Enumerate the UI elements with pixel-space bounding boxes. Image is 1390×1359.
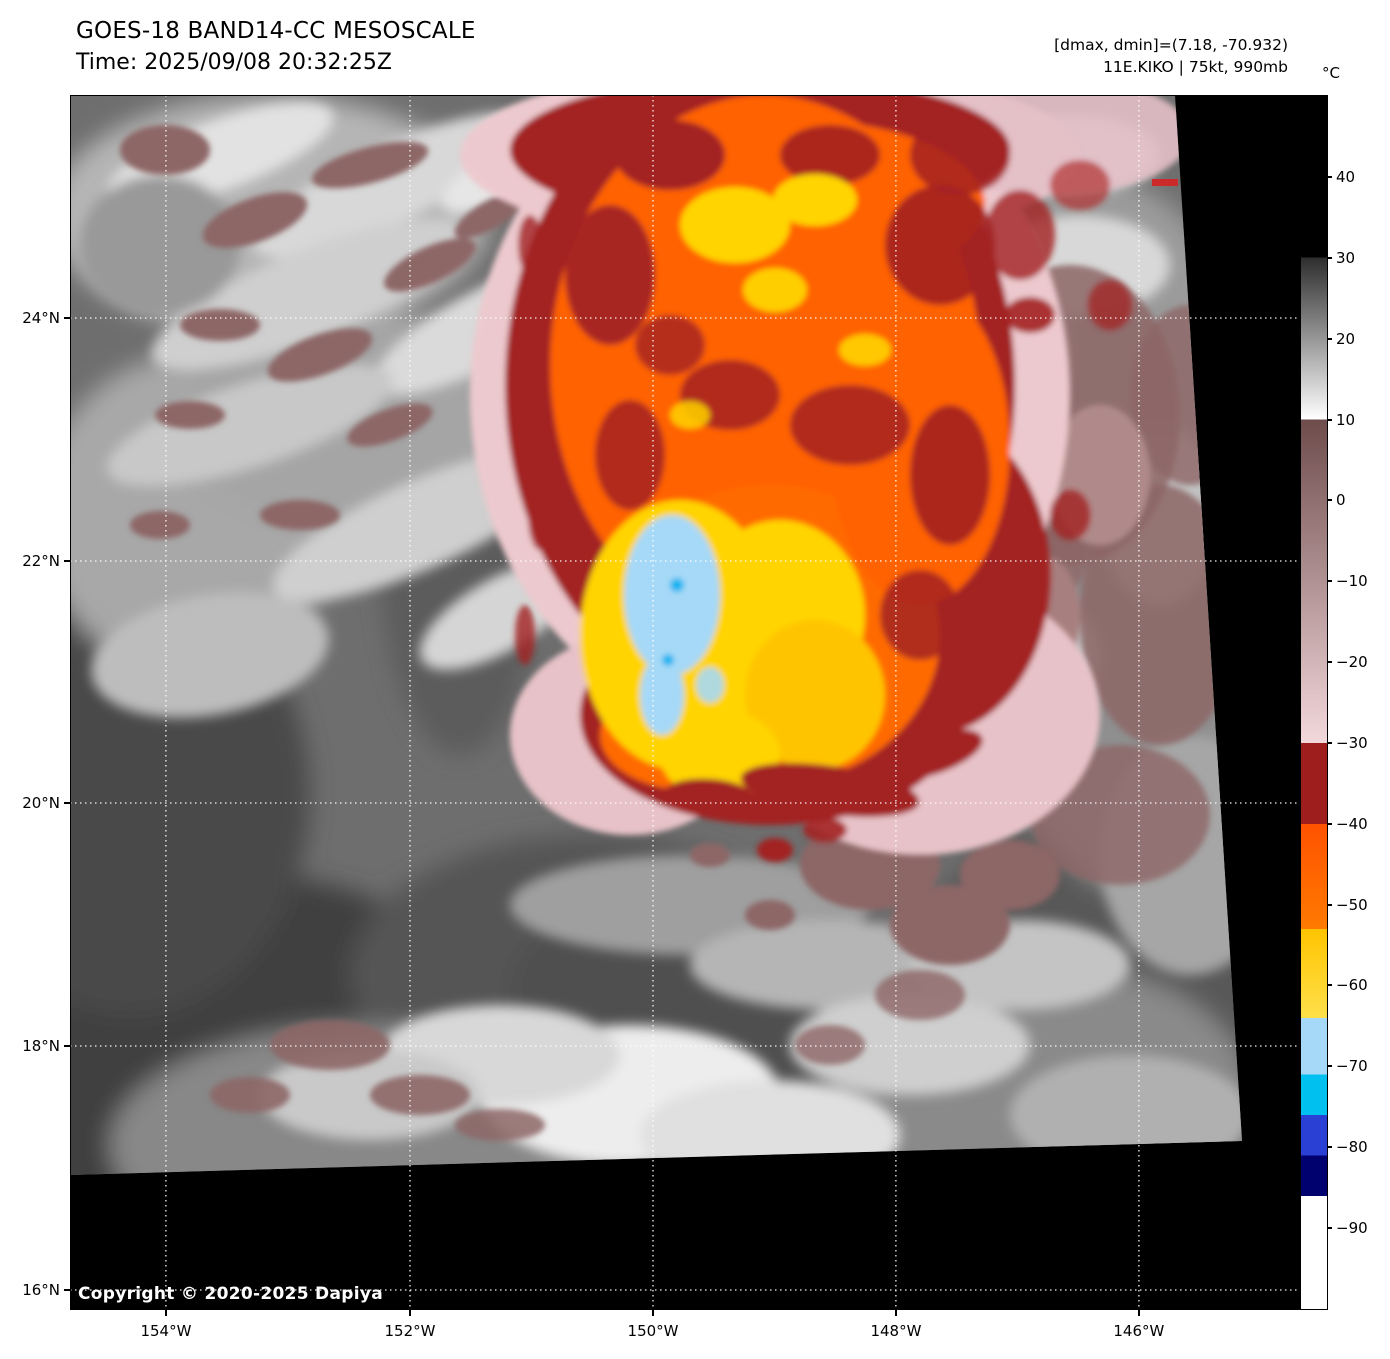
- colorbar-tick-label: −40: [1336, 814, 1368, 833]
- storm-info: 11E.KIKO | 75kt, 990mb: [1103, 58, 1288, 76]
- colorbar-tick-label: 10: [1336, 410, 1356, 429]
- copyright-notice: Copyright © 2020-2025 Dapiya: [78, 1284, 383, 1304]
- lon-tick-label: 148°W: [870, 1322, 922, 1340]
- colorbar-tick-label: −60: [1336, 976, 1368, 995]
- lon-tick-label: 150°W: [627, 1322, 679, 1340]
- colorbar-tick-mark: [1327, 822, 1332, 825]
- lat-tick-mark: [64, 801, 70, 804]
- scan-artifact: [1152, 179, 1178, 186]
- lat-tick-mark: [64, 316, 70, 319]
- colorbar-tick-label: −30: [1336, 733, 1368, 752]
- colorbar-tick-mark: [1327, 1227, 1332, 1230]
- storm-cold-core: [460, 95, 1190, 862]
- satellite-image: [70, 95, 1300, 1310]
- lat-tick-mark: [64, 1288, 70, 1291]
- colorbar-tick-label: −50: [1336, 895, 1368, 914]
- colorbar-tick-label: −10: [1336, 572, 1368, 591]
- lon-tick-mark: [894, 1310, 897, 1316]
- lon-tick-mark: [652, 1310, 655, 1316]
- lon-tick-mark: [1137, 1310, 1140, 1316]
- lat-tick-label: 18°N: [22, 1036, 60, 1055]
- lat-tick-mark: [64, 559, 70, 562]
- plot-area: Copyright © 2020-2025 Dapiya 24°N 22°N 20°…: [22, 95, 1300, 1340]
- colorbar-tick-label: −70: [1336, 1057, 1368, 1076]
- colorbar-unit-label: °C: [1322, 64, 1340, 82]
- colorbar-tick-mark: [1327, 1146, 1332, 1149]
- colorbar: 40 30 20 10 0 −10 −20 −30 −40 −50 −60 −70 −80 −90: [1300, 95, 1368, 1310]
- colorbar-tick-mark: [1327, 984, 1332, 987]
- colorbar-tick-mark: [1327, 580, 1332, 583]
- colorbar-tick-label: 30: [1336, 248, 1356, 267]
- colorbar-tick-label: 20: [1336, 329, 1356, 348]
- product-title: GOES-18 BAND14-CC MESOSCALE: [76, 18, 476, 44]
- colorbar-tick-mark: [1327, 661, 1332, 664]
- colorbar-tick-label: 40: [1336, 167, 1356, 186]
- colorbar-tick-mark: [1327, 175, 1332, 178]
- dmax-dmin-readout: [dmax, dmin]=(7.18, -70.932): [1054, 36, 1288, 54]
- colorbar-tick-label: 0: [1336, 491, 1346, 510]
- plot-border: [70, 95, 1300, 1310]
- lon-tick-mark: [164, 1310, 167, 1316]
- colorbar-tick-mark: [1327, 903, 1332, 906]
- lon-tick-label: 146°W: [1113, 1322, 1165, 1340]
- lon-tick-mark: [408, 1310, 411, 1316]
- warm-cloud-patches: [120, 125, 1242, 1141]
- lon-tick-label: 152°W: [384, 1322, 436, 1340]
- colorbar-tick-mark: [1327, 499, 1332, 502]
- gridlines: [70, 95, 1300, 1310]
- lat-tick-label: 20°N: [22, 793, 60, 812]
- colorbar-tick-mark: [1327, 418, 1332, 421]
- lat-tick-label: 24°N: [22, 308, 60, 327]
- colorbar-tick-mark: [1327, 741, 1332, 744]
- lat-tick-mark: [64, 1044, 70, 1047]
- colorbar-tick-mark: [1327, 1065, 1332, 1068]
- colorbar-tick-mark: [1327, 256, 1332, 259]
- colorbar-tick-mark: [1327, 337, 1332, 340]
- colorbar-tick-label: −20: [1336, 653, 1368, 672]
- lon-tick-label: 154°W: [140, 1322, 192, 1340]
- lat-tick-label: 16°N: [22, 1280, 60, 1299]
- lat-tick-label: 22°N: [22, 551, 60, 570]
- colorbar-tick-label: −80: [1336, 1138, 1368, 1157]
- colorbar-tick-label: −90: [1336, 1219, 1368, 1238]
- timestamp: Time: 2025/09/08 20:32:25Z: [76, 50, 392, 75]
